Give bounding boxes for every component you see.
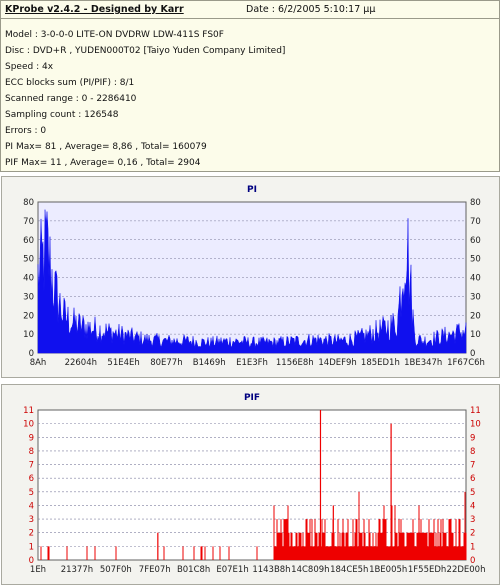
panel-gap xyxy=(0,378,500,386)
pi-ytick-right: 40 xyxy=(470,274,481,284)
info-line-ecc: ECC blocks sum (PI/PIF) : 8/1 xyxy=(5,78,135,88)
pif-xtick-label: 184CE5h xyxy=(330,565,368,575)
info-line-disc: Disc : DVD+R , YUDEN000T02 [Taiyo Yuden … xyxy=(5,46,286,56)
pi-chart-panel: PI 0 0 10 10 20 20 30 30 40 40 50 50 60 60 70 70 80 80 8Ah 2… xyxy=(1,176,500,378)
pi-series-area xyxy=(37,209,467,354)
info-line-pif-stats: PIF Max= 11 , Average= 0,16 , Total= 290… xyxy=(5,158,201,168)
pif-ytick-left: 6 xyxy=(29,474,34,484)
pif-xtick-label: 507F0h xyxy=(100,565,132,575)
info-line-pi-stats: PI Max= 81 , Average= 8,86 , Total= 1600… xyxy=(5,142,207,152)
pi-chart: PI 0 0 10 10 20 20 30 30 40 40 50 50 60 60 70 70 80 80 8Ah 2… xyxy=(23,185,485,368)
pif-ytick-left: 2 xyxy=(29,529,34,539)
pi-ytick-right: 70 xyxy=(470,217,481,227)
info-panel: KProbe v2.4.2 - Designed by Karr Date : … xyxy=(0,0,500,172)
pi-xtick-label: 8Ah xyxy=(30,358,47,368)
pi-ytick-right: 60 xyxy=(470,236,481,246)
pif-xtick-label: 22DE00h xyxy=(447,565,486,575)
pi-xtick-label: E1E3Fh xyxy=(236,358,268,368)
pi-ytick-left: 50 xyxy=(23,255,34,265)
pif-ytick-right: 11 xyxy=(470,406,481,416)
pi-ytick-left: 10 xyxy=(23,330,34,340)
pif-ytick-left: 3 xyxy=(29,515,34,525)
app-title: KProbe v2.4.2 - Designed by Karr xyxy=(5,4,184,15)
pif-ytick-right: 9 xyxy=(470,433,475,443)
pif-xtick-label: E07E1h xyxy=(216,565,248,575)
pi-xtick-label: 14DEF9h xyxy=(318,358,356,368)
pi-xtick-label: B1469h xyxy=(193,358,226,368)
pi-ytick-left: 80 xyxy=(23,198,34,208)
pif-ytick-right: 5 xyxy=(470,488,475,498)
pif-xtick-label: 21377h xyxy=(61,565,93,575)
pif-ytick-right: 0 xyxy=(470,556,475,566)
pi-ytick-right: 0 xyxy=(470,349,475,359)
pi-xtick-label: 22604h xyxy=(65,358,97,368)
pif-ytick-right: 3 xyxy=(470,515,475,525)
pi-ytick-right: 10 xyxy=(470,330,481,340)
pif-ytick-left: 7 xyxy=(29,461,34,471)
pif-xtick-label: 1F55EDh xyxy=(408,565,446,575)
pif-xtick-label: 1BE005h xyxy=(369,565,407,575)
pif-ytick-right: 2 xyxy=(470,529,475,539)
pif-ytick-left: 1 xyxy=(29,542,34,552)
pif-ytick-right: 7 xyxy=(470,461,475,471)
divider xyxy=(1,18,499,19)
pif-xtick-label: 14C809h xyxy=(291,565,329,575)
info-line-range: Scanned range : 0 - 2286410 xyxy=(5,94,137,104)
pi-ytick-left: 60 xyxy=(23,236,34,246)
pif-ytick-right: 6 xyxy=(470,474,475,484)
pi-ytick-left: 0 xyxy=(29,349,34,359)
pif-xtick-label: 1Eh xyxy=(30,565,46,575)
pi-ytick-left: 40 xyxy=(23,274,34,284)
pi-xtick-label: 1156E8h xyxy=(276,358,314,368)
info-line-errors: Errors : 0 xyxy=(5,126,47,136)
pi-chart-title: PI xyxy=(247,185,257,195)
pif-ytick-left: 9 xyxy=(29,433,34,443)
pif-ytick-left: 8 xyxy=(29,447,34,457)
pif-ytick-right: 4 xyxy=(470,501,475,511)
pif-ytick-right: 8 xyxy=(470,447,475,457)
pi-ytick-right: 50 xyxy=(470,255,481,265)
pif-xtick-label: 7FE07h xyxy=(139,565,171,575)
pi-xtick-label: 185ED1h xyxy=(361,358,400,368)
pi-xtick-label: 51E4Eh xyxy=(107,358,139,368)
info-line-sampling: Sampling count : 126548 xyxy=(5,110,119,120)
pif-xtick-label: B01C8h xyxy=(177,565,210,575)
pi-ytick-right: 30 xyxy=(470,292,481,302)
pi-ytick-left: 30 xyxy=(23,292,34,302)
pif-chart-title: PIF xyxy=(244,393,260,403)
pif-ytick-right: 10 xyxy=(470,420,481,430)
pi-ytick-left: 20 xyxy=(23,311,34,321)
pif-chart-panel: PIF 0 0 1 1 2 2 3 3 4 4 5 5 6 6 7 7 8 8 9 9 10 10 11 11 1Eh 21377h… xyxy=(1,384,500,585)
scan-date: Date : 6/2/2005 5:10:17 μμ xyxy=(246,4,376,15)
pif-ytick-left: 11 xyxy=(23,406,34,416)
pif-ytick-left: 0 xyxy=(29,556,34,566)
pif-xtick-label: 1143B8h xyxy=(252,565,290,575)
pif-ytick-left: 5 xyxy=(29,488,34,498)
pi-xtick-label: 1BE347h xyxy=(404,358,442,368)
pi-ytick-left: 70 xyxy=(23,217,34,227)
pi-ytick-right: 80 xyxy=(470,198,481,208)
pif-ytick-left: 10 xyxy=(23,420,34,430)
pi-ytick-right: 20 xyxy=(470,311,481,321)
pif-ytick-left: 4 xyxy=(29,501,34,511)
info-line-model: Model : 3-0-0-0 LITE-ON DVDRW LDW-411S F… xyxy=(5,30,224,40)
pif-ytick-right: 1 xyxy=(470,542,475,552)
pi-xtick-label: 1F67C6h xyxy=(447,358,485,368)
info-line-speed: Speed : 4x xyxy=(5,62,54,72)
pi-xtick-label: 80E77h xyxy=(150,358,182,368)
